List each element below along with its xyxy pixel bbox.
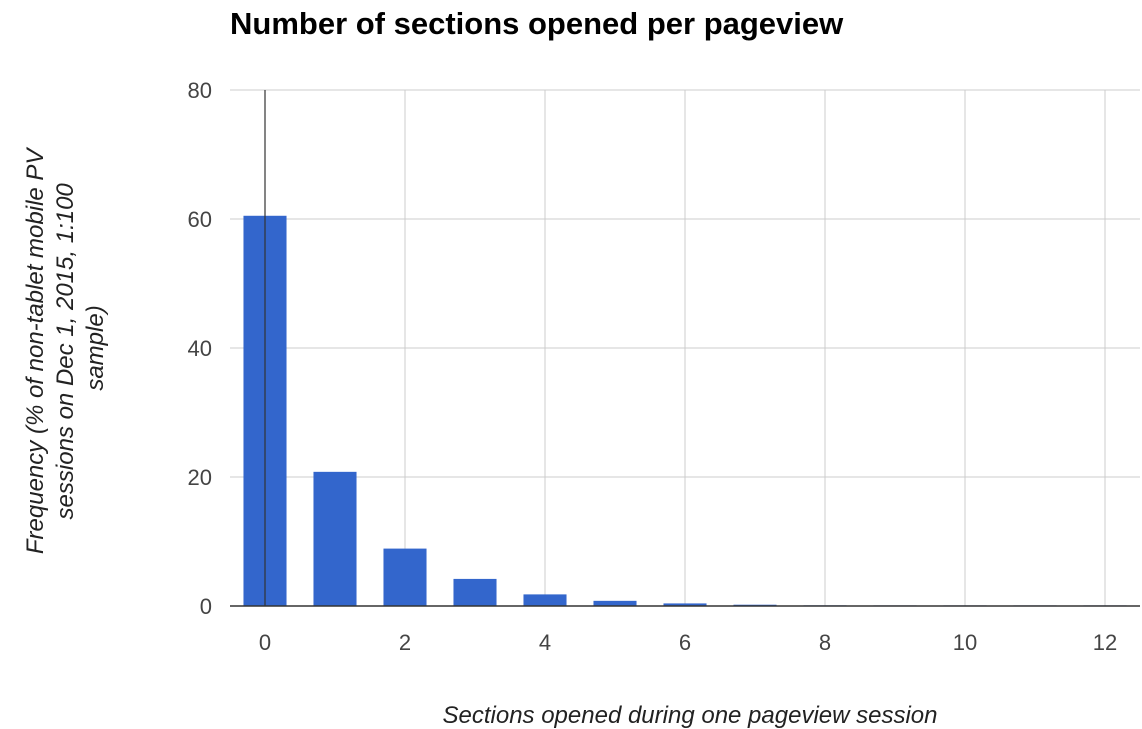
y-tick-label: 80 (188, 78, 212, 103)
bar (663, 603, 707, 606)
x-tick-label: 0 (259, 630, 271, 655)
y-axis-label: Frequency (% of non-tablet mobile PV ses… (22, 142, 109, 554)
x-tick-label: 2 (399, 630, 411, 655)
x-tick-label: 6 (679, 630, 691, 655)
bar (313, 471, 357, 606)
bar (593, 600, 637, 606)
x-tick-label: 8 (819, 630, 831, 655)
x-tick-label: 10 (953, 630, 977, 655)
y-axis-label-line-1: Frequency (% of non-tablet mobile PV (22, 147, 49, 555)
y-tick-label: 40 (188, 336, 212, 361)
y-tick-label: 20 (188, 465, 212, 490)
bar (523, 594, 567, 606)
x-tick-label: 12 (1093, 630, 1117, 655)
bar (453, 578, 497, 606)
y-axis-label-line-2: sessions on Dec 1, 2015, 1:100 (52, 183, 79, 520)
chart-title: Number of sections opened per pageview (230, 6, 844, 41)
bar (383, 548, 427, 606)
y-axis-label-line-3: sample) (82, 305, 109, 390)
y-tick-label: 60 (188, 207, 212, 232)
x-axis-label: Sections opened during one pageview sess… (442, 702, 937, 729)
x-tick-label: 4 (539, 630, 551, 655)
y-tick-label: 0 (200, 594, 212, 619)
